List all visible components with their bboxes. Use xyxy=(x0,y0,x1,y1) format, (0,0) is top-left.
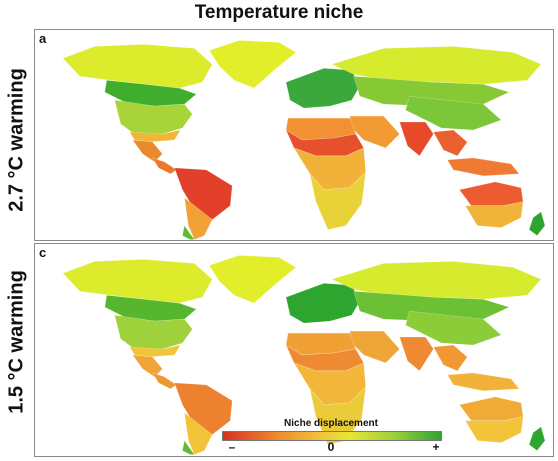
panel-letter-c: c xyxy=(39,245,47,260)
region-new-zealand xyxy=(528,211,546,237)
legend-title: Niche displacement xyxy=(284,418,378,429)
legend: Niche displacement – 0 + xyxy=(220,418,442,458)
world-map-c xyxy=(62,255,546,455)
region-patagonia xyxy=(182,224,195,240)
legend-mid-label: 0 xyxy=(327,440,335,454)
region-canada-north xyxy=(62,259,213,304)
region-china xyxy=(405,95,502,131)
region-greenland xyxy=(208,255,297,304)
region-europe xyxy=(285,67,361,109)
region-africa-south xyxy=(309,171,367,230)
region-europe xyxy=(285,282,361,324)
region-south-america-south xyxy=(184,197,213,240)
region-india xyxy=(399,121,434,157)
row-label-bottom: 1.5 °C warming xyxy=(5,270,28,414)
region-usa xyxy=(114,314,193,350)
region-africa-south xyxy=(309,386,367,445)
figure-title: Temperature niche xyxy=(194,2,364,23)
region-south-america-north xyxy=(174,167,233,221)
region-australia-north xyxy=(458,181,524,207)
region-south-america-north xyxy=(174,382,233,436)
legend-color-bar xyxy=(222,431,442,441)
region-australia-south xyxy=(464,416,524,443)
region-australia-north xyxy=(458,396,524,422)
region-mexico xyxy=(131,354,163,378)
region-patagonia xyxy=(182,439,195,455)
region-south-america-south xyxy=(184,412,213,455)
region-greenland xyxy=(208,40,297,89)
region-central-america xyxy=(151,372,177,390)
region-new-zealand xyxy=(528,426,546,452)
region-indonesia xyxy=(446,157,520,177)
region-central-america xyxy=(151,157,177,175)
region-indonesia xyxy=(446,372,520,392)
region-india xyxy=(399,336,434,372)
region-southeast-asia xyxy=(432,129,468,157)
region-australia-south xyxy=(464,201,524,228)
region-canada-north xyxy=(62,44,213,89)
world-map-a xyxy=(62,40,546,240)
region-southeast-asia xyxy=(432,344,468,372)
map-panel-a: a xyxy=(34,29,554,241)
map-panel-c: c xyxy=(34,243,554,457)
region-china xyxy=(405,310,502,346)
legend-max-label: + xyxy=(432,440,440,454)
panel-letter-a: a xyxy=(39,31,47,46)
region-usa-south xyxy=(129,344,182,358)
region-usa xyxy=(114,99,193,135)
row-label-top: 2.7 °C warming xyxy=(5,68,28,212)
region-usa-south xyxy=(129,129,182,143)
legend-min-label: – xyxy=(228,440,236,454)
region-mexico xyxy=(131,139,163,163)
